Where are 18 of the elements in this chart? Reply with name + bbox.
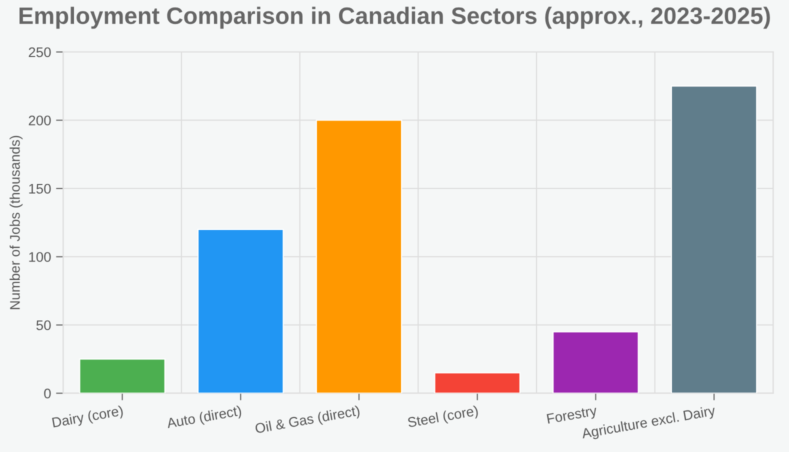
bar (552, 331, 639, 394)
bar (670, 86, 758, 394)
y-tick-label: 150 (29, 184, 51, 194)
x-tick-label: Steel (core) (407, 405, 479, 430)
x-tick-label: Dairy (core) (52, 405, 124, 430)
bar (197, 228, 284, 394)
y-tick-label: 50 (36, 320, 51, 330)
chart-title: Employment Comparison in Canadian Sectors (approx., 2023-2025) (20, 6, 770, 29)
y-tick-label: 100 (29, 252, 51, 262)
y-tick-label: 0 (44, 388, 51, 398)
y-tick-label: 200 (28, 116, 51, 126)
x-tick-label: Oil & Gas (direct) (254, 405, 360, 436)
y-tick-label: 250 (28, 47, 51, 58)
x-tick-label: Auto (direct) (166, 405, 242, 431)
bar (79, 358, 166, 394)
y-axis-title: Number of Jobs (thousands) (10, 136, 23, 310)
bar (316, 120, 402, 394)
bar (434, 372, 521, 394)
